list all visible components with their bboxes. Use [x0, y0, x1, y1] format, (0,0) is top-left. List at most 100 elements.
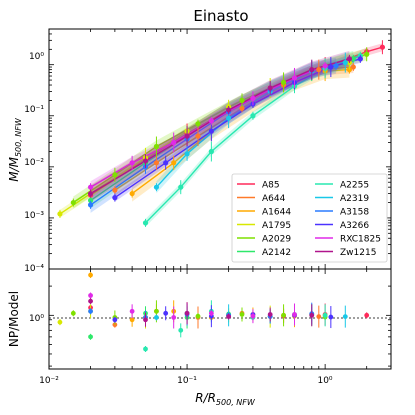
bottom-panel: 10⁰ NP/Model 10⁻² 10⁻¹ 10⁰ R/R500, NFW: [7, 268, 392, 407]
data-point-A85: [379, 44, 386, 50]
residual-point-A2319: [342, 314, 348, 320]
model-band-A1644: [132, 61, 350, 202]
data-point-A644: [316, 67, 322, 73]
data-point-A2029: [239, 97, 245, 103]
residual-point-RXC1825: [171, 315, 177, 320]
data-points-bottom: [57, 272, 370, 352]
legend-label-A644: A644: [262, 194, 286, 204]
residual-point-A3158: [88, 308, 93, 314]
data-point-A2319: [153, 184, 160, 190]
legend-label-A85: A85: [262, 181, 280, 191]
data-point-A2319: [226, 115, 232, 121]
data-point-A2319: [342, 59, 348, 66]
residual-point-RXC1825: [129, 308, 135, 314]
data-point-RXC1825: [291, 75, 298, 81]
residual-point-Zw1215: [143, 317, 148, 323]
residual-point-A2255: [143, 346, 148, 352]
residual-point-Zw1215: [267, 312, 273, 317]
residual-point-Zw1215: [88, 298, 93, 304]
residual-point-A2029: [195, 313, 201, 319]
data-point-RXC1825: [208, 118, 214, 124]
residual-point-A1644: [129, 317, 135, 323]
data-point-RXC1825: [129, 160, 135, 166]
data-point-A2255: [250, 113, 256, 119]
residual-point-RXC1825: [88, 293, 93, 298]
residual-point-A2255: [178, 327, 184, 333]
data-point-A2029: [70, 199, 76, 206]
data-point-Zw1215: [346, 56, 353, 62]
data-point-A2029: [280, 79, 287, 86]
chart-title: Einasto: [193, 7, 248, 25]
residual-point-RXC1825: [250, 313, 256, 319]
data-point-A3266: [357, 56, 363, 62]
data-points-top: [57, 40, 386, 227]
legend: A85 A644 A1644 A1795 A2029 A2142 A2255 A2319 A31…: [231, 173, 388, 263]
residual-point-A3266: [112, 317, 118, 323]
legend-label-A3266: A3266: [340, 221, 369, 231]
model-band-Zw1215: [90, 50, 350, 202]
data-point-A2255: [208, 148, 214, 155]
data-point-A1795: [57, 211, 63, 217]
data-point-A3266: [208, 128, 214, 134]
data-point-A2319: [184, 151, 190, 157]
x-axis-label-sub: 500, NFW: [216, 398, 256, 407]
residual-point-A1795: [57, 319, 63, 325]
residual-point-A2029: [70, 310, 76, 316]
data-point-A3266: [328, 64, 334, 70]
legend-label-A2255: A2255: [340, 181, 369, 191]
residual-point-A2029: [281, 312, 286, 318]
legend-label-A3158: A3158: [340, 208, 369, 218]
residual-point-A644: [112, 322, 118, 328]
xtick-label-1e-2: 10⁻²: [39, 376, 59, 386]
residual-point-Zw1215: [309, 312, 315, 318]
data-point-A644: [239, 105, 245, 111]
residual-point-A644: [316, 314, 322, 320]
model-band-RXC1825: [90, 59, 326, 194]
bottom-plot-frame: [48, 268, 392, 370]
data-point-Zw1215: [226, 107, 232, 113]
data-point-A644: [153, 160, 160, 166]
data-point-A644: [195, 133, 201, 139]
residual-point-A2029: [239, 312, 245, 317]
residual-point-A2255: [322, 312, 328, 318]
data-point-A3266: [112, 195, 118, 201]
data-point-A2029: [195, 121, 201, 127]
data-point-A644: [112, 187, 118, 193]
legend-label-A2142: A2142: [262, 248, 291, 258]
y-axis-label-top-main: M/M: [7, 156, 21, 181]
legend-label-RXC1825: RXC1825: [340, 235, 381, 245]
residual-point-A3266: [163, 310, 169, 316]
data-point-A644: [350, 64, 356, 70]
data-point-Zw1215: [184, 133, 190, 139]
top-panel: 10⁰ 10⁻¹ 10⁻² 10⁻³ 10⁻⁴ M/M500, NFW A85A…: [7, 28, 392, 274]
ytick-label-top-1e-2: 10⁻²: [24, 158, 44, 168]
data-point-RXC1825: [171, 139, 177, 146]
ytick-label-bottom-1e0: 10⁰: [29, 314, 44, 324]
legend-label-Zw1215: Zw1215: [340, 248, 376, 258]
residual-point-A1644: [88, 272, 93, 278]
x-axis-label-main: R/R: [195, 391, 216, 405]
data-point-A2029: [364, 51, 370, 57]
residual-point-Zw1215: [226, 314, 232, 320]
data-point-Zw1215: [309, 67, 315, 73]
data-point-Zw1215: [87, 190, 94, 197]
data-point-A1644: [346, 67, 353, 73]
data-point-A2029: [153, 143, 160, 150]
data-point-A3266: [163, 160, 169, 166]
data-point-A2029: [112, 172, 118, 178]
legend-label-A2319: A2319: [340, 194, 369, 204]
data-point-A2255: [142, 220, 149, 226]
ytick-label-top-1e-3: 10⁻³: [24, 211, 44, 221]
ytick-label-top-1e-1: 10⁻¹: [24, 105, 44, 115]
data-point-RXC1825: [322, 63, 328, 69]
y-axis-label-top-sub: 500, NFW: [14, 117, 23, 157]
data-point-Zw1215: [142, 158, 149, 164]
data-point-A3158: [333, 63, 339, 69]
data-point-A2255: [178, 184, 184, 190]
residual-point-RXC1825: [208, 310, 214, 316]
bottom-axis-ticks: [48, 268, 392, 369]
y-axis-label-bottom: NP/Model: [7, 291, 21, 347]
residual-point-Zw1215: [184, 310, 190, 316]
legend-label-A1644: A1644: [262, 208, 291, 218]
model-band-A644: [114, 61, 354, 197]
